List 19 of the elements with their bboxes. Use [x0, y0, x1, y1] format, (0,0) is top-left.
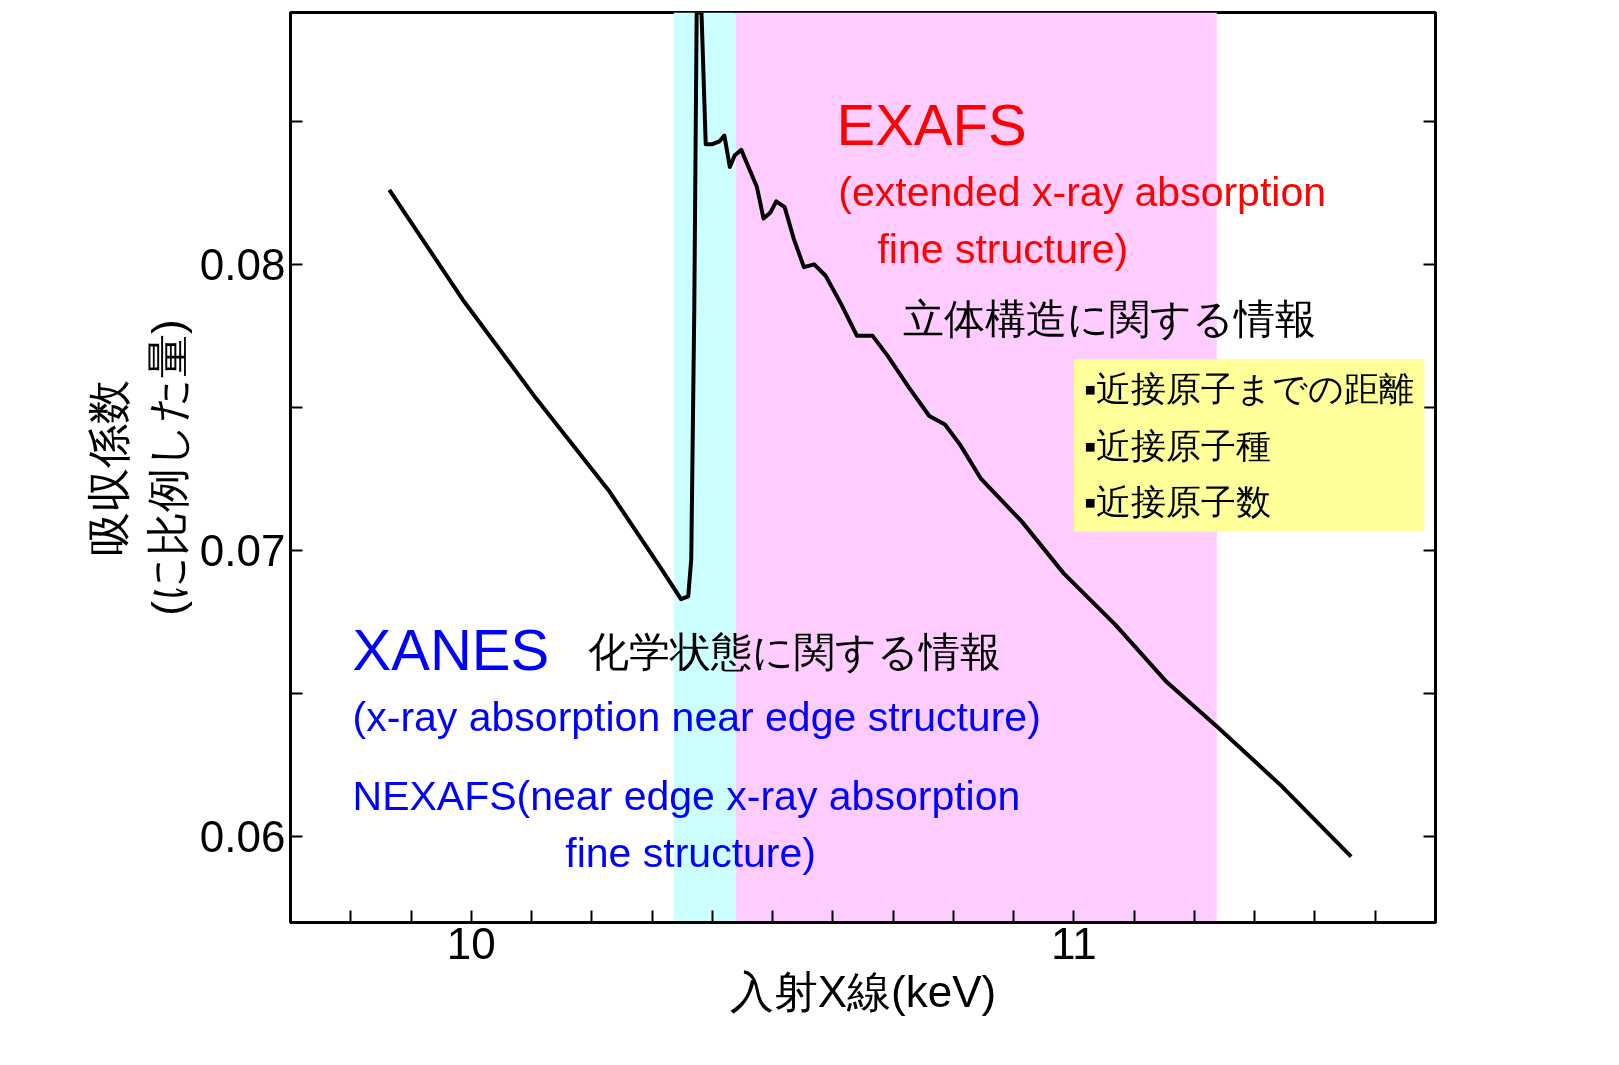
x-tick-label: 11 — [1051, 918, 1097, 968]
annotation: (x-ray absorption near edge structure) — [352, 693, 1041, 740]
annotation: 化学状態に関する情報 — [588, 628, 1002, 675]
y-tick-label: 0.06 — [199, 812, 286, 862]
annotation: fine structure) — [877, 225, 1129, 272]
annotation: (extended x-ray absorption — [838, 168, 1327, 215]
annotation: NEXAFS(near edge x-ray absorption — [352, 773, 1021, 820]
annotation: fine structure) — [565, 830, 816, 877]
x-axis-title: 入射X線(keV) — [729, 966, 997, 1016]
x-tick-label: 10 — [446, 918, 496, 968]
y-tick-label: 0.08 — [199, 239, 286, 289]
y-axis-title: 吸収係数 (に比例した量) — [84, 319, 192, 616]
annotation: 立体構造に関する情報 — [903, 295, 1317, 342]
annotation: ▪近接原子数 — [1083, 482, 1272, 522]
annotation: ▪近接原子種 — [1083, 425, 1272, 465]
y-tick-label: 0.07 — [199, 525, 286, 575]
annotation: ▪近接原子までの距離 — [1083, 369, 1415, 409]
annotation: EXAFS — [836, 92, 1027, 158]
annotation: XANES — [352, 617, 550, 683]
